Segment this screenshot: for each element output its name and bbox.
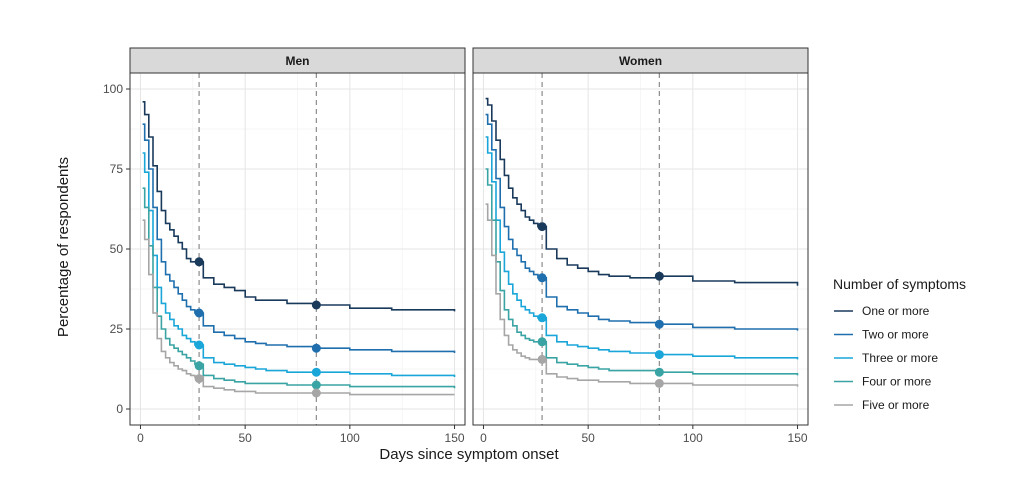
x-tick-label: 100 [683, 431, 703, 445]
x-tick-label: 150 [788, 431, 808, 445]
x-tick-label: 50 [238, 431, 252, 445]
data-point [537, 337, 547, 347]
panel-men: Men 0 50 100 150 0 25 50 75 100 [103, 47, 466, 445]
strip-background [129, 47, 466, 74]
data-point [654, 319, 664, 329]
series-line-four-or-more [142, 187, 456, 389]
data-point [194, 361, 204, 371]
legend-title: Number of symptoms [833, 276, 966, 292]
data-point [654, 271, 664, 281]
legend-label: Four or more [862, 375, 932, 389]
data-point [537, 313, 547, 323]
strip-label: Men [286, 54, 310, 68]
y-axis-title: Percentage of respondents [55, 157, 72, 337]
data-point [654, 367, 664, 377]
data-point [537, 354, 547, 364]
x-tick-label: 0 [137, 431, 144, 445]
data-point [194, 374, 204, 384]
legend-entry: Three or more [834, 351, 938, 365]
legend-label: Three or more [862, 351, 938, 365]
data-point [311, 300, 321, 310]
series-line-one-or-more [142, 101, 456, 312]
legend: Number of symptoms One or more Two or mor… [833, 276, 966, 412]
data-point [537, 222, 547, 232]
y-tick-label: 75 [110, 162, 124, 176]
strip-background [472, 47, 809, 74]
series-line-five-or-more [485, 203, 799, 387]
data-point [654, 378, 664, 388]
legend-entry: Four or more [834, 375, 932, 389]
data-point [311, 388, 321, 398]
data-point [311, 343, 321, 353]
series-line-four-or-more [485, 168, 799, 376]
y-tick-label: 100 [103, 82, 123, 96]
plot-layer: Men 0 50 100 150 0 25 50 75 100 Women 0 50 100 150 [103, 47, 809, 445]
strip-label: Women [619, 54, 662, 68]
x-tick-label: 50 [581, 431, 595, 445]
data-point [311, 367, 321, 377]
y-tick-label: 0 [116, 402, 123, 416]
legend-entry: Two or more [834, 328, 929, 342]
data-point [654, 350, 664, 360]
y-tick-label: 50 [110, 242, 124, 256]
series-line-five-or-more [142, 219, 455, 396]
legend-entry: Five or more [834, 398, 930, 412]
y-tick-label: 25 [110, 322, 124, 336]
data-point [194, 340, 204, 350]
data-point [311, 380, 321, 390]
data-point [537, 273, 547, 283]
legend-label: Five or more [862, 398, 930, 412]
series-line-three-or-more [142, 152, 456, 377]
x-tick-label: 100 [340, 431, 360, 445]
data-point [194, 308, 204, 318]
x-tick-label: 150 [445, 431, 465, 445]
legend-label: Two or more [862, 328, 929, 342]
x-axis-title: Days since symptom onset [379, 446, 559, 463]
x-tick-label: 0 [480, 431, 487, 445]
legend-entry: One or more [834, 304, 930, 318]
legend-label: One or more [862, 304, 930, 318]
panel-women: Women 0 50 100 150 [472, 47, 809, 445]
data-point [194, 257, 204, 267]
